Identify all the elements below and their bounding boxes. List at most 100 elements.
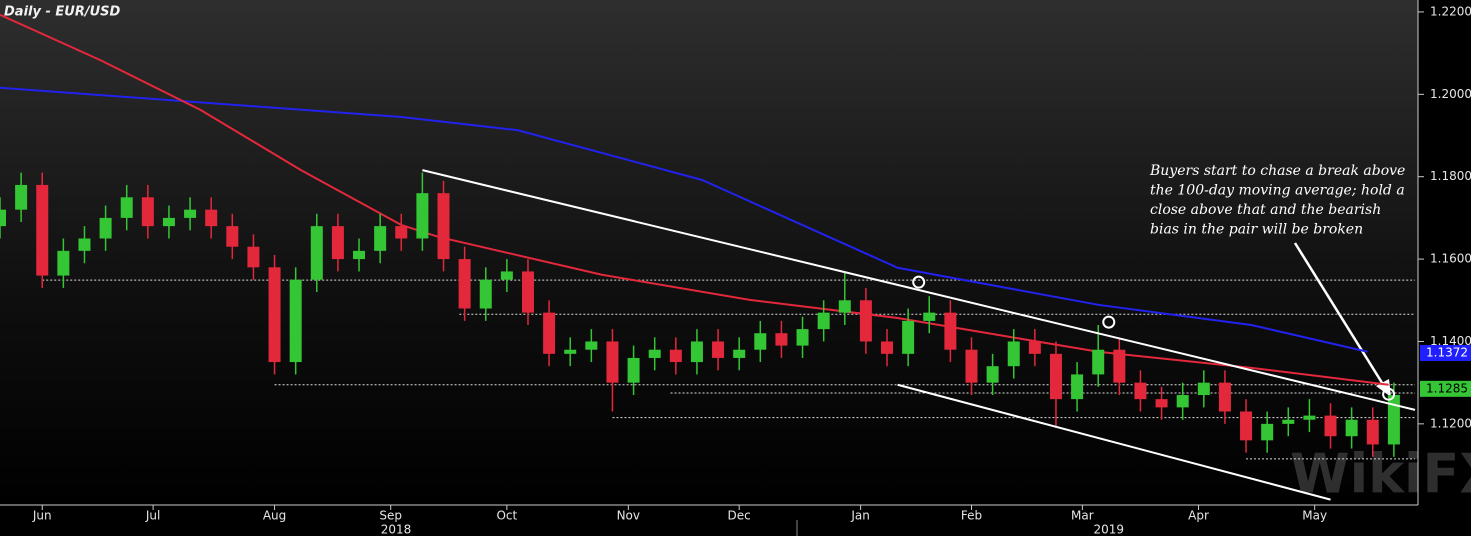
annotation-line: bias in the pair will be broken — [1150, 222, 1363, 238]
candle-body — [1261, 423, 1274, 441]
candle-body — [57, 250, 70, 276]
annotation-line: Buyers start to chase a break above — [1149, 163, 1405, 179]
candle-body — [733, 349, 746, 358]
candle-body — [120, 197, 133, 218]
x-tick-label: Jul — [145, 509, 160, 523]
candle-body — [1282, 419, 1295, 424]
price-tag-label: 1.1285 — [1426, 381, 1468, 395]
candle-body — [141, 197, 154, 227]
candle-body — [15, 184, 28, 210]
candle-body — [1240, 411, 1253, 441]
x-tick-label: Apr — [1188, 509, 1209, 523]
candle-body — [1324, 415, 1337, 437]
candle-body — [331, 226, 344, 260]
candle-body — [78, 238, 91, 251]
candle-body — [690, 341, 703, 363]
candle-body — [458, 259, 471, 309]
candle-body — [268, 267, 281, 363]
candle-body — [1007, 341, 1020, 367]
y-tick-label: 1.1200 — [1430, 416, 1471, 430]
marker-circle — [1102, 315, 1116, 329]
year-label: 2018 — [381, 523, 412, 536]
candle-body — [838, 300, 851, 313]
candle-body — [1155, 399, 1168, 408]
candle-body — [1366, 419, 1379, 445]
x-tick-label: Nov — [617, 509, 640, 523]
candle-body — [712, 341, 725, 358]
candle-body — [310, 226, 323, 280]
candle-body — [99, 217, 112, 239]
candle-body — [479, 279, 492, 309]
candle-body — [775, 333, 788, 346]
candle-body — [923, 312, 936, 321]
candle-body — [247, 246, 260, 268]
trendline — [897, 383, 1331, 501]
candle-body — [564, 349, 577, 354]
y-tick-label: 1.1400 — [1430, 334, 1471, 348]
chart-title: Daily - EUR/USD — [4, 5, 121, 20]
y-tick-label: 1.1600 — [1430, 252, 1471, 266]
candle-body — [627, 357, 640, 383]
x-tick-label: Oct — [496, 509, 517, 523]
candle-body — [1387, 395, 1400, 445]
candle-body — [1303, 415, 1316, 420]
price-tag — [1420, 345, 1471, 362]
candle-body — [859, 300, 872, 342]
candle-body — [543, 312, 556, 354]
x-tick-label: Mar — [1071, 509, 1094, 523]
candle-body — [648, 349, 661, 358]
y-tick-label: 1.2000 — [1430, 87, 1471, 101]
marker-circle — [1382, 387, 1396, 401]
y-tick-label: 1.1800 — [1430, 169, 1471, 183]
candle-body — [184, 209, 197, 218]
candle-body — [669, 349, 682, 363]
marker-circle — [912, 275, 926, 289]
candle-body — [162, 217, 175, 227]
candle-body — [1092, 349, 1105, 375]
candle-body — [1176, 395, 1189, 408]
watermark: WikiFX — [1290, 443, 1471, 506]
annotation-line: the 100-day moving average; hold a — [1150, 183, 1405, 199]
candle-body — [1345, 419, 1358, 437]
annotation: Buyers start to chase a break above the 1… — [1149, 163, 1405, 238]
candle-body — [965, 349, 978, 383]
x-tick-label: Jan — [850, 509, 870, 523]
candle-body — [416, 193, 429, 239]
candle-body — [585, 341, 598, 350]
plot-background — [0, 0, 1418, 505]
x-tick-label: Jun — [32, 509, 52, 523]
candle-body — [986, 366, 999, 383]
candle-body — [521, 271, 534, 313]
candle-body — [353, 250, 366, 260]
candle-body — [1049, 353, 1062, 400]
x-tick-label: May — [1302, 509, 1327, 523]
candle-body — [36, 184, 49, 276]
candle-body — [205, 209, 218, 227]
x-tick-label: Dec — [728, 509, 751, 523]
candle-body — [1197, 382, 1210, 396]
x-tick-label: Aug — [263, 509, 286, 523]
price-tag — [1420, 380, 1471, 397]
price-tag-label: 1.1372 — [1426, 346, 1468, 360]
candle-body — [0, 209, 6, 227]
candle-body — [437, 193, 450, 260]
candle-body — [1134, 382, 1147, 400]
candle-body — [902, 320, 915, 354]
candle-body — [289, 279, 302, 363]
candle-body — [796, 329, 809, 346]
y-tick-label: 1.2200 — [1430, 4, 1471, 18]
candle-body — [500, 271, 513, 280]
candle-body — [1071, 374, 1084, 400]
x-tick-label: Feb — [961, 509, 982, 523]
candle-body — [226, 226, 239, 247]
candle-body — [1113, 349, 1126, 383]
annotation-line: close above that and the bearish — [1150, 202, 1381, 218]
candle-body — [606, 341, 619, 383]
x-tick-label: Sep — [379, 509, 402, 523]
trendline — [422, 169, 1416, 411]
moving-average — [0, 86, 1368, 353]
candle-body — [944, 312, 957, 350]
candle-body — [1028, 341, 1041, 354]
candle-body — [881, 341, 894, 354]
